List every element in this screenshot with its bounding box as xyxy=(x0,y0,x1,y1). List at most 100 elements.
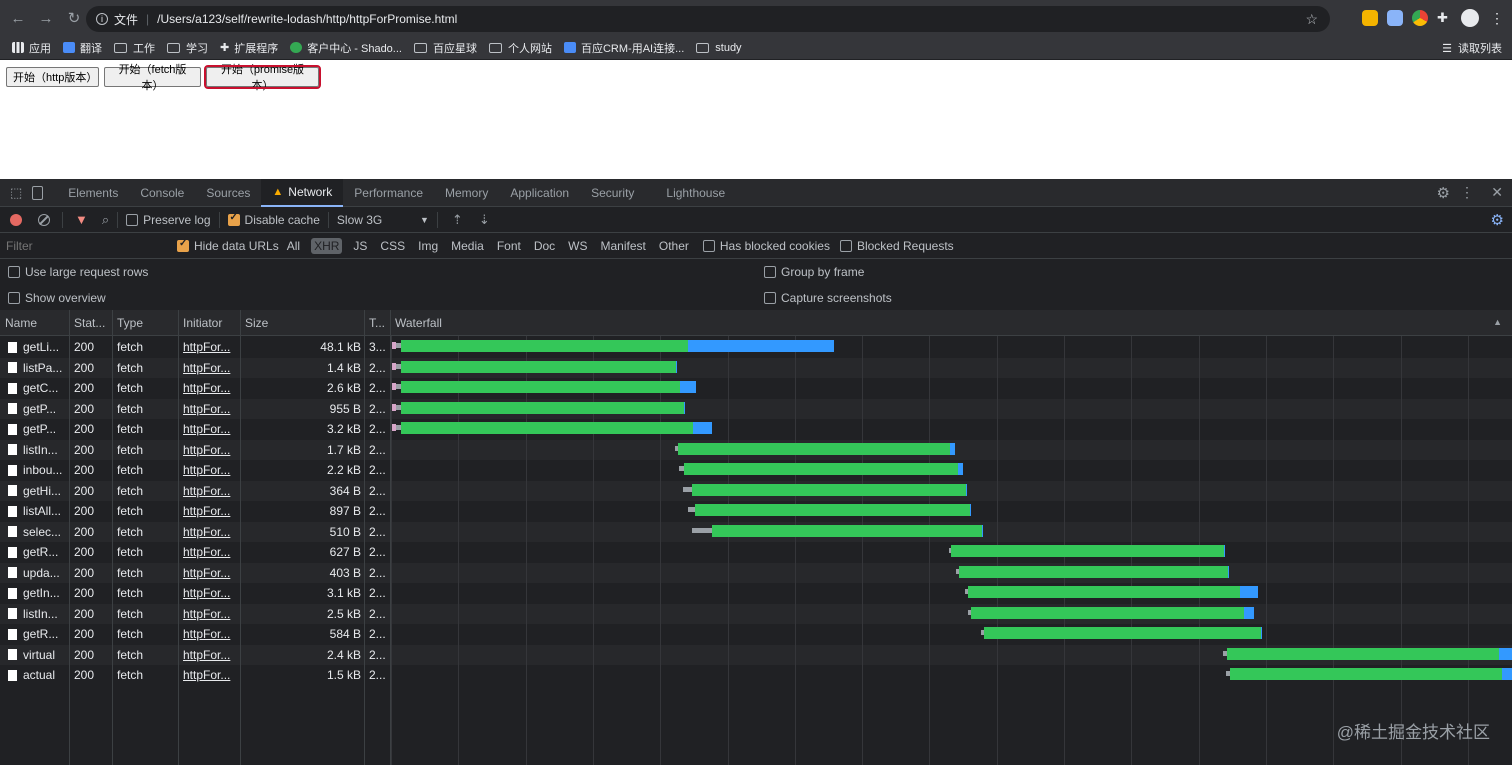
tab-performance[interactable]: Performance xyxy=(354,185,423,200)
tab-memory[interactable]: Memory xyxy=(445,185,489,200)
tab-application[interactable]: Application xyxy=(510,185,570,200)
bookmark-folder-planet[interactable]: 百应星球 xyxy=(413,40,477,56)
address-bar[interactable]: i 文件 | /Users/a123/self/rewrite-lodash/h… xyxy=(86,6,1330,32)
chrome-icon[interactable] xyxy=(1412,10,1428,26)
extension-icon[interactable] xyxy=(1387,10,1403,26)
extension-icon[interactable] xyxy=(1362,10,1378,26)
column-header-waterfall[interactable]: Waterfall xyxy=(395,316,442,330)
table-row[interactable]: getP... 200 fetch httpFor... 3.2 kB 2... xyxy=(0,419,1512,440)
filter-type-all[interactable]: All xyxy=(286,239,301,253)
cell-initiator[interactable]: httpFor... xyxy=(183,647,231,662)
filter-type-js[interactable]: JS xyxy=(353,239,368,253)
reading-list[interactable]: ☰ 读取列表 xyxy=(1442,42,1502,56)
bookmark-folder-study[interactable]: 学习 xyxy=(167,40,208,56)
bookmark-extensions[interactable]: ✚ 扩展程序 xyxy=(220,42,279,55)
cell-initiator[interactable]: httpFor... xyxy=(183,401,231,416)
clear-icon[interactable] xyxy=(38,213,50,226)
throttle-select[interactable]: Slow 3G ▼ xyxy=(336,212,429,227)
cell-initiator[interactable]: httpFor... xyxy=(183,668,231,682)
table-row[interactable]: listAll... 200 fetch httpFor... 897 B 2... xyxy=(0,501,1512,522)
filter-type-css[interactable]: CSS xyxy=(380,239,406,253)
cell-initiator[interactable]: httpFor... xyxy=(183,483,231,498)
column-header-initiator[interactable]: Initiator xyxy=(183,316,223,330)
reload-icon[interactable]: ↻ xyxy=(67,10,81,27)
cell-initiator[interactable]: httpFor... xyxy=(183,524,231,539)
bookmark-star-icon[interactable]: ☆ xyxy=(1305,10,1318,27)
table-row[interactable]: getIn... 200 fetch httpFor... 3.1 kB 2... xyxy=(0,583,1512,604)
tab-lighthouse[interactable]: Lighthouse xyxy=(666,185,726,200)
filter-type-media[interactable]: Media xyxy=(451,239,484,253)
disable-cache-checkbox[interactable]: Disable cache xyxy=(227,212,320,227)
table-row[interactable]: getR... 200 fetch httpFor... 627 B 2... xyxy=(0,542,1512,563)
bookmark-folder-personal[interactable]: 个人网站 xyxy=(488,40,552,56)
has-blocked-cookies-checkbox[interactable]: Has blocked cookies xyxy=(702,239,830,253)
profile-avatar[interactable] xyxy=(1461,9,1479,27)
search-icon[interactable]: ⌕ xyxy=(101,211,110,227)
bookmark-apps[interactable]: 应用 xyxy=(12,40,51,56)
cell-initiator[interactable]: httpFor... xyxy=(183,422,231,436)
device-toolbar-icon[interactable] xyxy=(32,185,44,200)
capture-screenshots-checkbox[interactable]: Capture screenshots xyxy=(764,291,892,305)
back-icon[interactable]: ← xyxy=(10,9,26,27)
import-har-icon[interactable]: ⇡ xyxy=(451,211,463,227)
table-row[interactable]: getP... 200 fetch httpFor... 955 B 2... xyxy=(0,398,1512,419)
filter-type-doc[interactable]: Doc xyxy=(533,239,556,253)
table-row[interactable]: inbou... 200 fetch httpFor... 2.2 kB 2... xyxy=(0,460,1512,481)
export-har-icon[interactable]: ⇣ xyxy=(478,211,490,227)
column-header-name[interactable]: Name xyxy=(5,316,38,330)
tab-network[interactable]: ▲ Network xyxy=(261,178,344,207)
more-options-icon[interactable]: ⋮ xyxy=(1460,184,1474,200)
cell-initiator[interactable]: httpFor... xyxy=(183,565,231,580)
cell-initiator[interactable]: httpFor... xyxy=(183,504,231,518)
show-overview-checkbox[interactable]: Show overview xyxy=(8,291,106,305)
filter-type-img[interactable]: Img xyxy=(418,239,439,253)
filter-type-other[interactable]: Other xyxy=(658,239,689,253)
table-row[interactable]: getC... 200 fetch httpFor... 2.6 kB 2... xyxy=(0,378,1512,399)
table-row[interactable]: actual 200 fetch httpFor... 1.5 kB 2... xyxy=(0,665,1512,686)
preserve-log-checkbox[interactable]: Preserve log xyxy=(126,213,211,227)
filter-funnel-icon[interactable]: ▼ xyxy=(75,212,88,227)
column-header-type[interactable]: Type xyxy=(117,316,144,330)
start-http-button[interactable]: 开始（http版本） xyxy=(6,67,99,87)
blocked-requests-checkbox[interactable]: Blocked Requests xyxy=(839,239,954,253)
column-header-time[interactable]: T... xyxy=(369,316,386,330)
cell-initiator[interactable]: httpFor... xyxy=(183,586,231,600)
info-icon[interactable]: i xyxy=(96,13,108,25)
filter-type-font[interactable]: Font xyxy=(496,239,521,253)
record-icon[interactable] xyxy=(10,213,22,226)
cell-initiator[interactable]: httpFor... xyxy=(183,545,231,559)
column-header-size[interactable]: Size xyxy=(245,316,269,330)
cell-initiator[interactable]: httpFor... xyxy=(183,627,231,641)
menu-kebab-icon[interactable]: ⋮ xyxy=(1490,10,1504,26)
close-devtools-icon[interactable]: ✕ xyxy=(1491,184,1503,200)
table-row[interactable]: getLi... 200 fetch httpFor... 48.1 kB 3... xyxy=(0,337,1512,358)
group-by-frame-checkbox[interactable]: Group by frame xyxy=(764,265,864,279)
large-rows-checkbox[interactable]: Use large request rows xyxy=(8,265,148,279)
table-row[interactable]: virtual 200 fetch httpFor... 2.4 kB 2... xyxy=(0,644,1512,665)
sort-ascending-icon[interactable]: ▲ xyxy=(1493,317,1502,327)
bookmark-crm[interactable]: 百应CRM-用AI连接... xyxy=(563,40,684,56)
tab-sources[interactable]: Sources xyxy=(206,185,251,200)
filter-type-xhr[interactable]: XHR xyxy=(311,238,343,254)
bookmark-translate[interactable]: 翻译 xyxy=(63,40,102,56)
bookmark-folder-work[interactable]: 工作 xyxy=(114,40,155,56)
column-header-status[interactable]: Stat... xyxy=(74,316,106,330)
settings-gear-icon[interactable]: ⚙ xyxy=(1436,184,1450,202)
hide-data-urls-checkbox[interactable]: Hide data URLs xyxy=(177,238,279,253)
cell-initiator[interactable]: httpFor... xyxy=(183,606,231,621)
tab-elements[interactable]: Elements xyxy=(68,185,119,200)
filter-type-manifest[interactable]: Manifest xyxy=(600,239,646,253)
table-row[interactable]: listPa... 200 fetch httpFor... 1.4 kB 2... xyxy=(0,357,1512,378)
bookmark-folder-study-en[interactable]: study xyxy=(696,42,742,54)
cell-initiator[interactable]: httpFor... xyxy=(183,463,231,477)
filter-type-ws[interactable]: WS xyxy=(568,239,588,253)
tab-console[interactable]: Console xyxy=(140,185,185,200)
inspect-element-icon[interactable]: ⬚ xyxy=(10,184,23,200)
cell-initiator[interactable]: httpFor... xyxy=(183,340,231,354)
network-settings-icon[interactable]: ⚙ xyxy=(1490,211,1504,229)
table-row[interactable]: getR... 200 fetch httpFor... 584 B 2... xyxy=(0,624,1512,645)
bookmark-customer-center[interactable]: 客户中心 - Shado... xyxy=(290,40,402,56)
filter-input[interactable] xyxy=(6,238,162,254)
cell-initiator[interactable]: httpFor... xyxy=(183,360,231,375)
cell-initiator[interactable]: httpFor... xyxy=(183,381,231,395)
